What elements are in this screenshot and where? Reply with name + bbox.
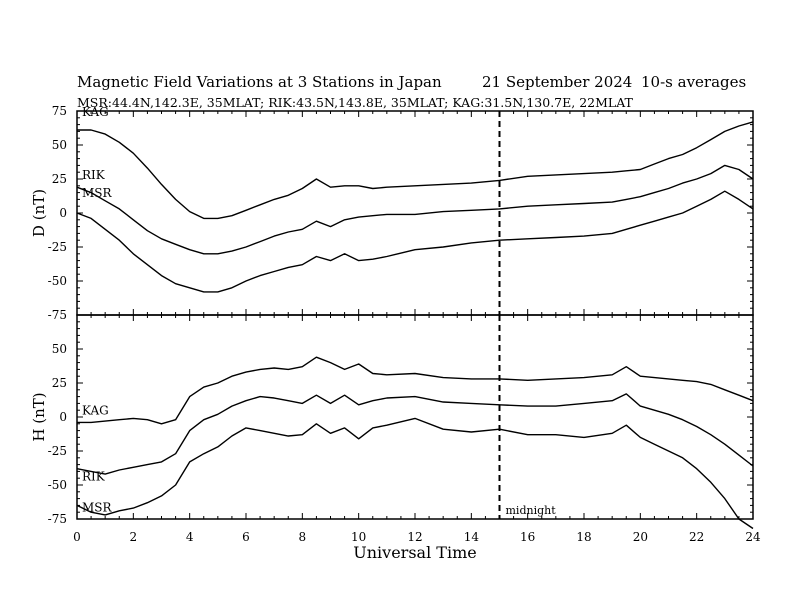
midnight-annotation: midnight xyxy=(506,504,557,517)
d-y-tick-label: -25 xyxy=(48,240,67,254)
h-y-axis-label: H (nT) xyxy=(30,392,48,441)
h-y-tick-label: -25 xyxy=(48,444,67,458)
x-tick-label: 16 xyxy=(520,530,535,544)
d-series-label-msr: MSR xyxy=(82,186,113,200)
x-tick-label: 10 xyxy=(351,530,366,544)
d-series-msr xyxy=(76,190,754,293)
h-series-msr xyxy=(76,417,754,530)
h-series-label-msr: MSR xyxy=(82,500,113,514)
chart-date: 21 September 2024 xyxy=(482,73,633,91)
d-series-kag xyxy=(77,121,754,220)
x-tick-label: 24 xyxy=(745,530,761,544)
x-axis-label: Universal Time xyxy=(353,543,476,562)
h-series-rik xyxy=(76,393,754,475)
x-tick-label: 20 xyxy=(633,530,648,544)
x-tick-label: 22 xyxy=(689,530,704,544)
h-y-tick-label: 50 xyxy=(52,342,67,356)
x-tick-label: 14 xyxy=(464,530,480,544)
x-tick-label: 6 xyxy=(242,530,250,544)
h-series-kag xyxy=(77,356,754,425)
d-y-axis-label: D (nT) xyxy=(30,189,48,237)
x-tick-label: 4 xyxy=(186,530,194,544)
h-panel-frame xyxy=(76,314,754,520)
d-series-label-kag: KAG xyxy=(82,105,109,119)
x-tick-label: 12 xyxy=(407,530,422,544)
chart-averaging: 10-s averages xyxy=(641,73,747,91)
d-y-tick-label: 75 xyxy=(52,104,67,118)
d-y-tick-label: 50 xyxy=(52,138,67,152)
d-series-label-rik: RIK xyxy=(82,168,106,182)
x-tick-label: 2 xyxy=(130,530,138,544)
d-series-rik xyxy=(76,164,754,255)
h-y-tick-label: -75 xyxy=(48,512,67,526)
h-y-tick-label: 0 xyxy=(59,410,67,424)
x-tick-label: 8 xyxy=(299,530,307,544)
chart-title: Magnetic Field Variations at 3 Stations … xyxy=(77,73,442,91)
d-y-tick-label: -50 xyxy=(48,274,67,288)
h-y-tick-label: 25 xyxy=(52,376,67,390)
x-tick-label: 0 xyxy=(73,530,81,544)
d-y-tick-label: 0 xyxy=(59,206,67,220)
h-y-tick-label: -50 xyxy=(48,478,67,492)
d-y-tick-label: 25 xyxy=(52,172,67,186)
h-series-label-rik: RIK xyxy=(82,470,106,484)
station-coordinates: MSR:44.4N,142.3E, 35MLAT; RIK:43.5N,143.… xyxy=(77,95,633,110)
x-tick-label: 18 xyxy=(576,530,591,544)
h-series-label-kag: KAG xyxy=(82,403,109,417)
d-y-tick-label: -75 xyxy=(48,308,67,322)
